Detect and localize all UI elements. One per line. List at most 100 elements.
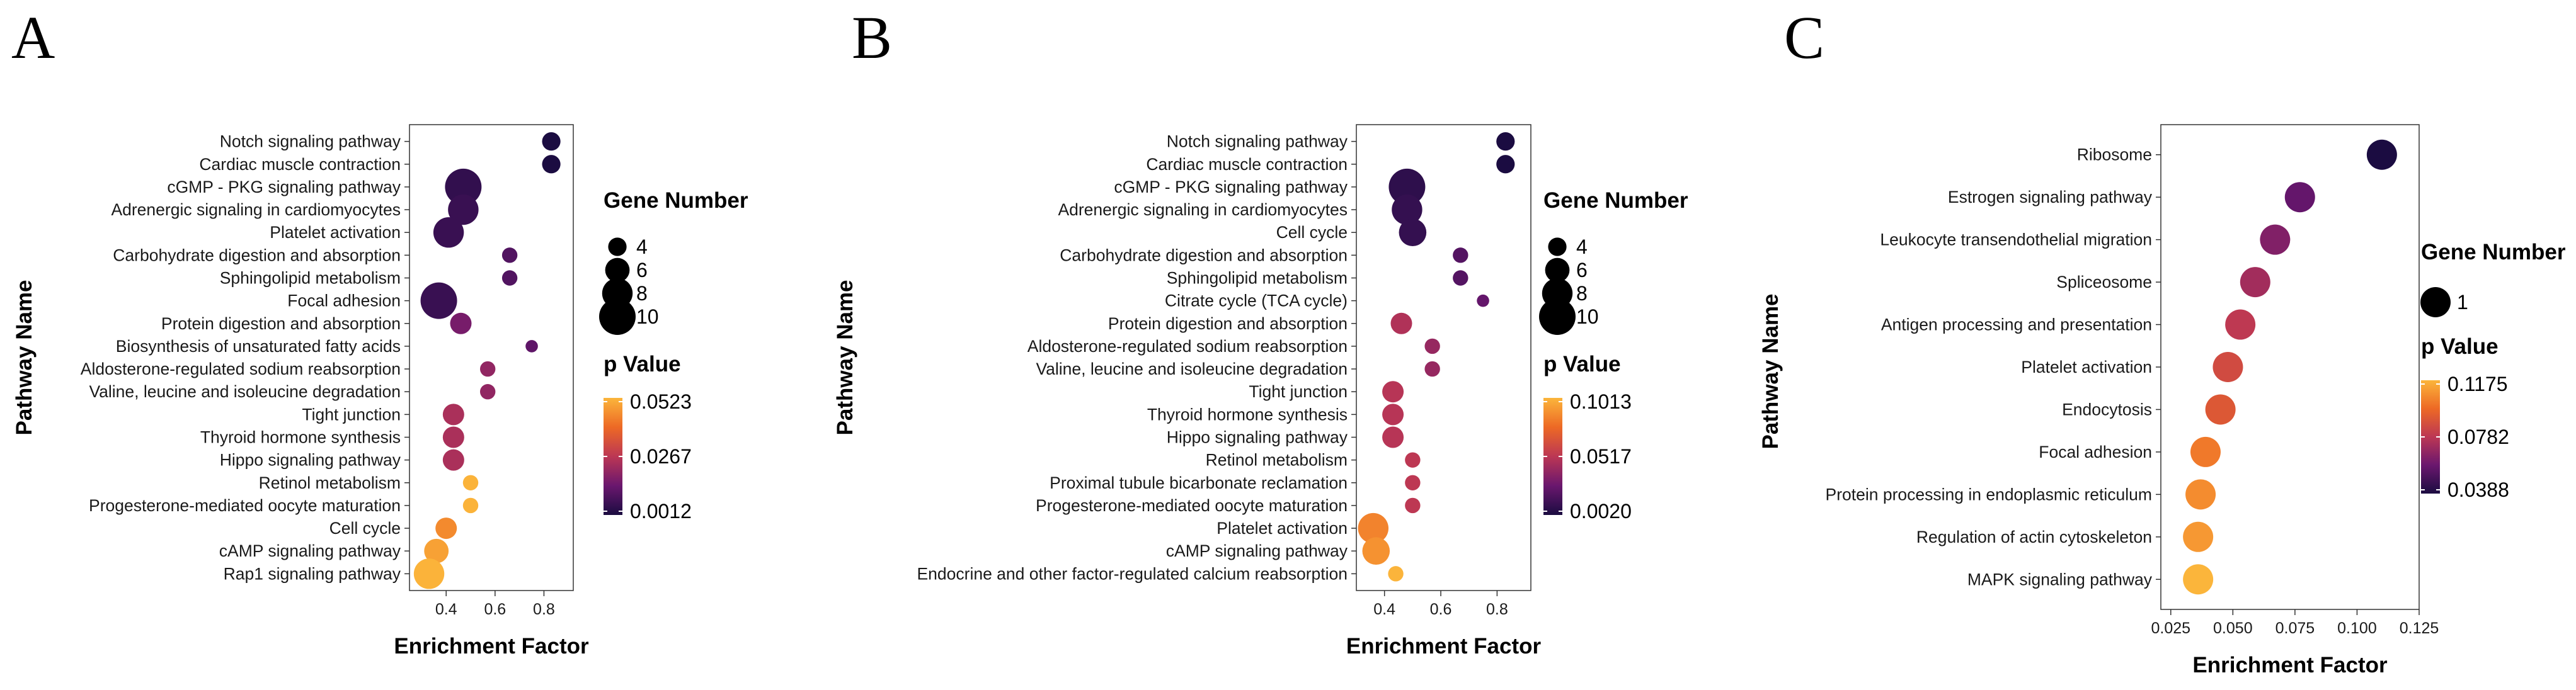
data-point [462, 475, 479, 490]
data-point [1453, 270, 1468, 286]
y-axis-title: Pathway Name [833, 280, 857, 435]
y-tick-label: Aldosterone-regulated sodium reabsorptio… [81, 359, 401, 378]
data-point [445, 168, 482, 205]
y-tick-label: Retinol metabolism [1206, 451, 1348, 470]
x-axis-title: Enrichment Factor [394, 634, 589, 659]
legend-size-label: 1 [2457, 291, 2468, 314]
data-point [2240, 267, 2270, 298]
legend-size-label: 8 [636, 282, 648, 305]
x-tick-label: 0.025 [2151, 619, 2190, 637]
y-tick-label: Hippo signaling pathway [1167, 428, 1348, 447]
x-tick-label: 0.100 [2337, 619, 2377, 637]
y-tick-label: Thyroid hormone synthesis [200, 428, 401, 447]
data-point [2183, 564, 2214, 595]
legend-size-dot [1548, 237, 1567, 256]
y-tick-label: Focal adhesion [287, 291, 401, 310]
legend-size-label: 4 [1576, 235, 1588, 258]
legend-color-title: p Value [604, 352, 681, 376]
legend-size-label: 4 [636, 235, 648, 258]
y-axis-title: Pathway Name [12, 280, 37, 435]
y-tick-label: Rap1 signaling pathway [224, 564, 401, 583]
data-point [1405, 497, 1421, 514]
x-tick-label: 0.050 [2213, 619, 2253, 637]
y-tick-label: Estrogen signaling pathway [1948, 188, 2153, 206]
color-bar-label: 0.0267 [630, 445, 692, 468]
y-tick-label: Cell cycle [329, 519, 401, 538]
x-tick-label: 0.4 [1373, 601, 1395, 618]
y-tick-label: Progesterone-mediated oocyte maturation [1036, 496, 1348, 515]
legend-size-label: 10 [636, 305, 659, 328]
y-tick-label: Notch signaling pathway [1167, 132, 1348, 151]
x-tick-label: 0.6 [1430, 601, 1452, 618]
data-point [2185, 479, 2216, 510]
panel-c: C Ribosome Estrogen signaling pathway Leuko… [1758, 4, 2566, 677]
data-point [462, 497, 479, 514]
color-bar-label: 0.1013 [1570, 390, 1632, 413]
data-point [448, 194, 479, 225]
legend-size-dot [608, 237, 627, 256]
legend-color-title: p Value [2421, 334, 2499, 359]
data-point [479, 361, 496, 377]
panel-b: B Notch signaling pathway Cardiac muscle c… [833, 4, 1688, 659]
y-tick-label: cAMP signaling pathway [1166, 541, 1348, 560]
legend-size-label: 8 [1576, 282, 1588, 305]
panel-label: B [852, 4, 892, 71]
data-point [501, 270, 518, 286]
y-tick-label: Spliceosome [2056, 273, 2152, 291]
y-tick-label: MAPK signaling pathway [1967, 570, 2153, 589]
data-point [1358, 512, 1389, 544]
y-tick-label: Protein processing in endoplasmic reticu… [1826, 485, 2152, 504]
data-point [1405, 475, 1421, 490]
y-axis-title: Pathway Name [1758, 293, 1783, 449]
x-axis-title: Enrichment Factor [2192, 653, 2388, 677]
x-tick-label: 0.125 [2400, 619, 2439, 637]
data-point [450, 312, 472, 334]
legend-size-label: 10 [1576, 305, 1599, 328]
legend-size-dot [2420, 287, 2451, 317]
legend-color-title: p Value [1543, 352, 1621, 376]
color-bar-label: 0.0782 [2447, 426, 2509, 448]
legend-size-label: 6 [1576, 259, 1588, 281]
y-tick-label: Platelet activation [270, 223, 401, 242]
data-point [1477, 294, 1489, 307]
color-bar-label: 0.0020 [1570, 500, 1632, 523]
y-tick-label: Cell cycle [1276, 223, 1348, 242]
y-tick-label: Ribosome [2077, 145, 2152, 164]
legend-size-dot [1545, 257, 1570, 283]
y-tick-label: Notch signaling pathway [220, 132, 401, 151]
y-tick-label: Endocytosis [2062, 400, 2152, 419]
data-point [1382, 426, 1404, 448]
y-tick-label: Citrate cycle (TCA cycle) [1165, 291, 1348, 310]
color-bar-label: 0.0523 [630, 390, 692, 413]
legend-size-label: 6 [636, 259, 648, 281]
panel-label: C [1784, 4, 1824, 71]
x-tick-label: 0.075 [2275, 619, 2315, 637]
data-point [1405, 452, 1421, 468]
plot-frame [1356, 124, 1531, 591]
y-tick-label: cGMP - PKG signaling pathway [167, 178, 401, 196]
data-point [2284, 182, 2315, 213]
y-tick-label: Platelet activation [2021, 358, 2152, 376]
legend-size-dot [599, 298, 636, 335]
y-tick-label: Sphingolipid metabolism [1167, 268, 1348, 287]
y-tick-label: Platelet activation [1216, 519, 1348, 538]
x-tick-label: 0.6 [484, 601, 506, 618]
data-point [442, 426, 464, 448]
y-tick-label: Valine, leucine and isoleucine degradati… [1036, 359, 1348, 378]
plot-frame [409, 124, 574, 591]
data-point [1362, 537, 1390, 565]
data-point [1496, 155, 1515, 174]
y-tick-label: Focal adhesion [2039, 443, 2152, 461]
y-tick-label: Biosynthesis of unsaturated fatty acids [116, 337, 401, 356]
data-point [424, 538, 449, 563]
y-tick-label: Adrenergic signaling in cardiomyocytes [111, 200, 401, 219]
y-tick-label: Protein digestion and absorption [161, 314, 401, 333]
color-bar-label: 0.0388 [2447, 478, 2509, 501]
data-point [2190, 436, 2221, 467]
data-point [442, 404, 464, 426]
data-point [433, 217, 464, 248]
color-bar-label: 0.0517 [1570, 445, 1632, 468]
y-tick-label: Cardiac muscle contraction [1146, 155, 1348, 174]
panel-a: A Notch signaling pathway Cardiac muscle c… [11, 4, 748, 659]
color-bar-label: 0.0012 [630, 500, 692, 523]
